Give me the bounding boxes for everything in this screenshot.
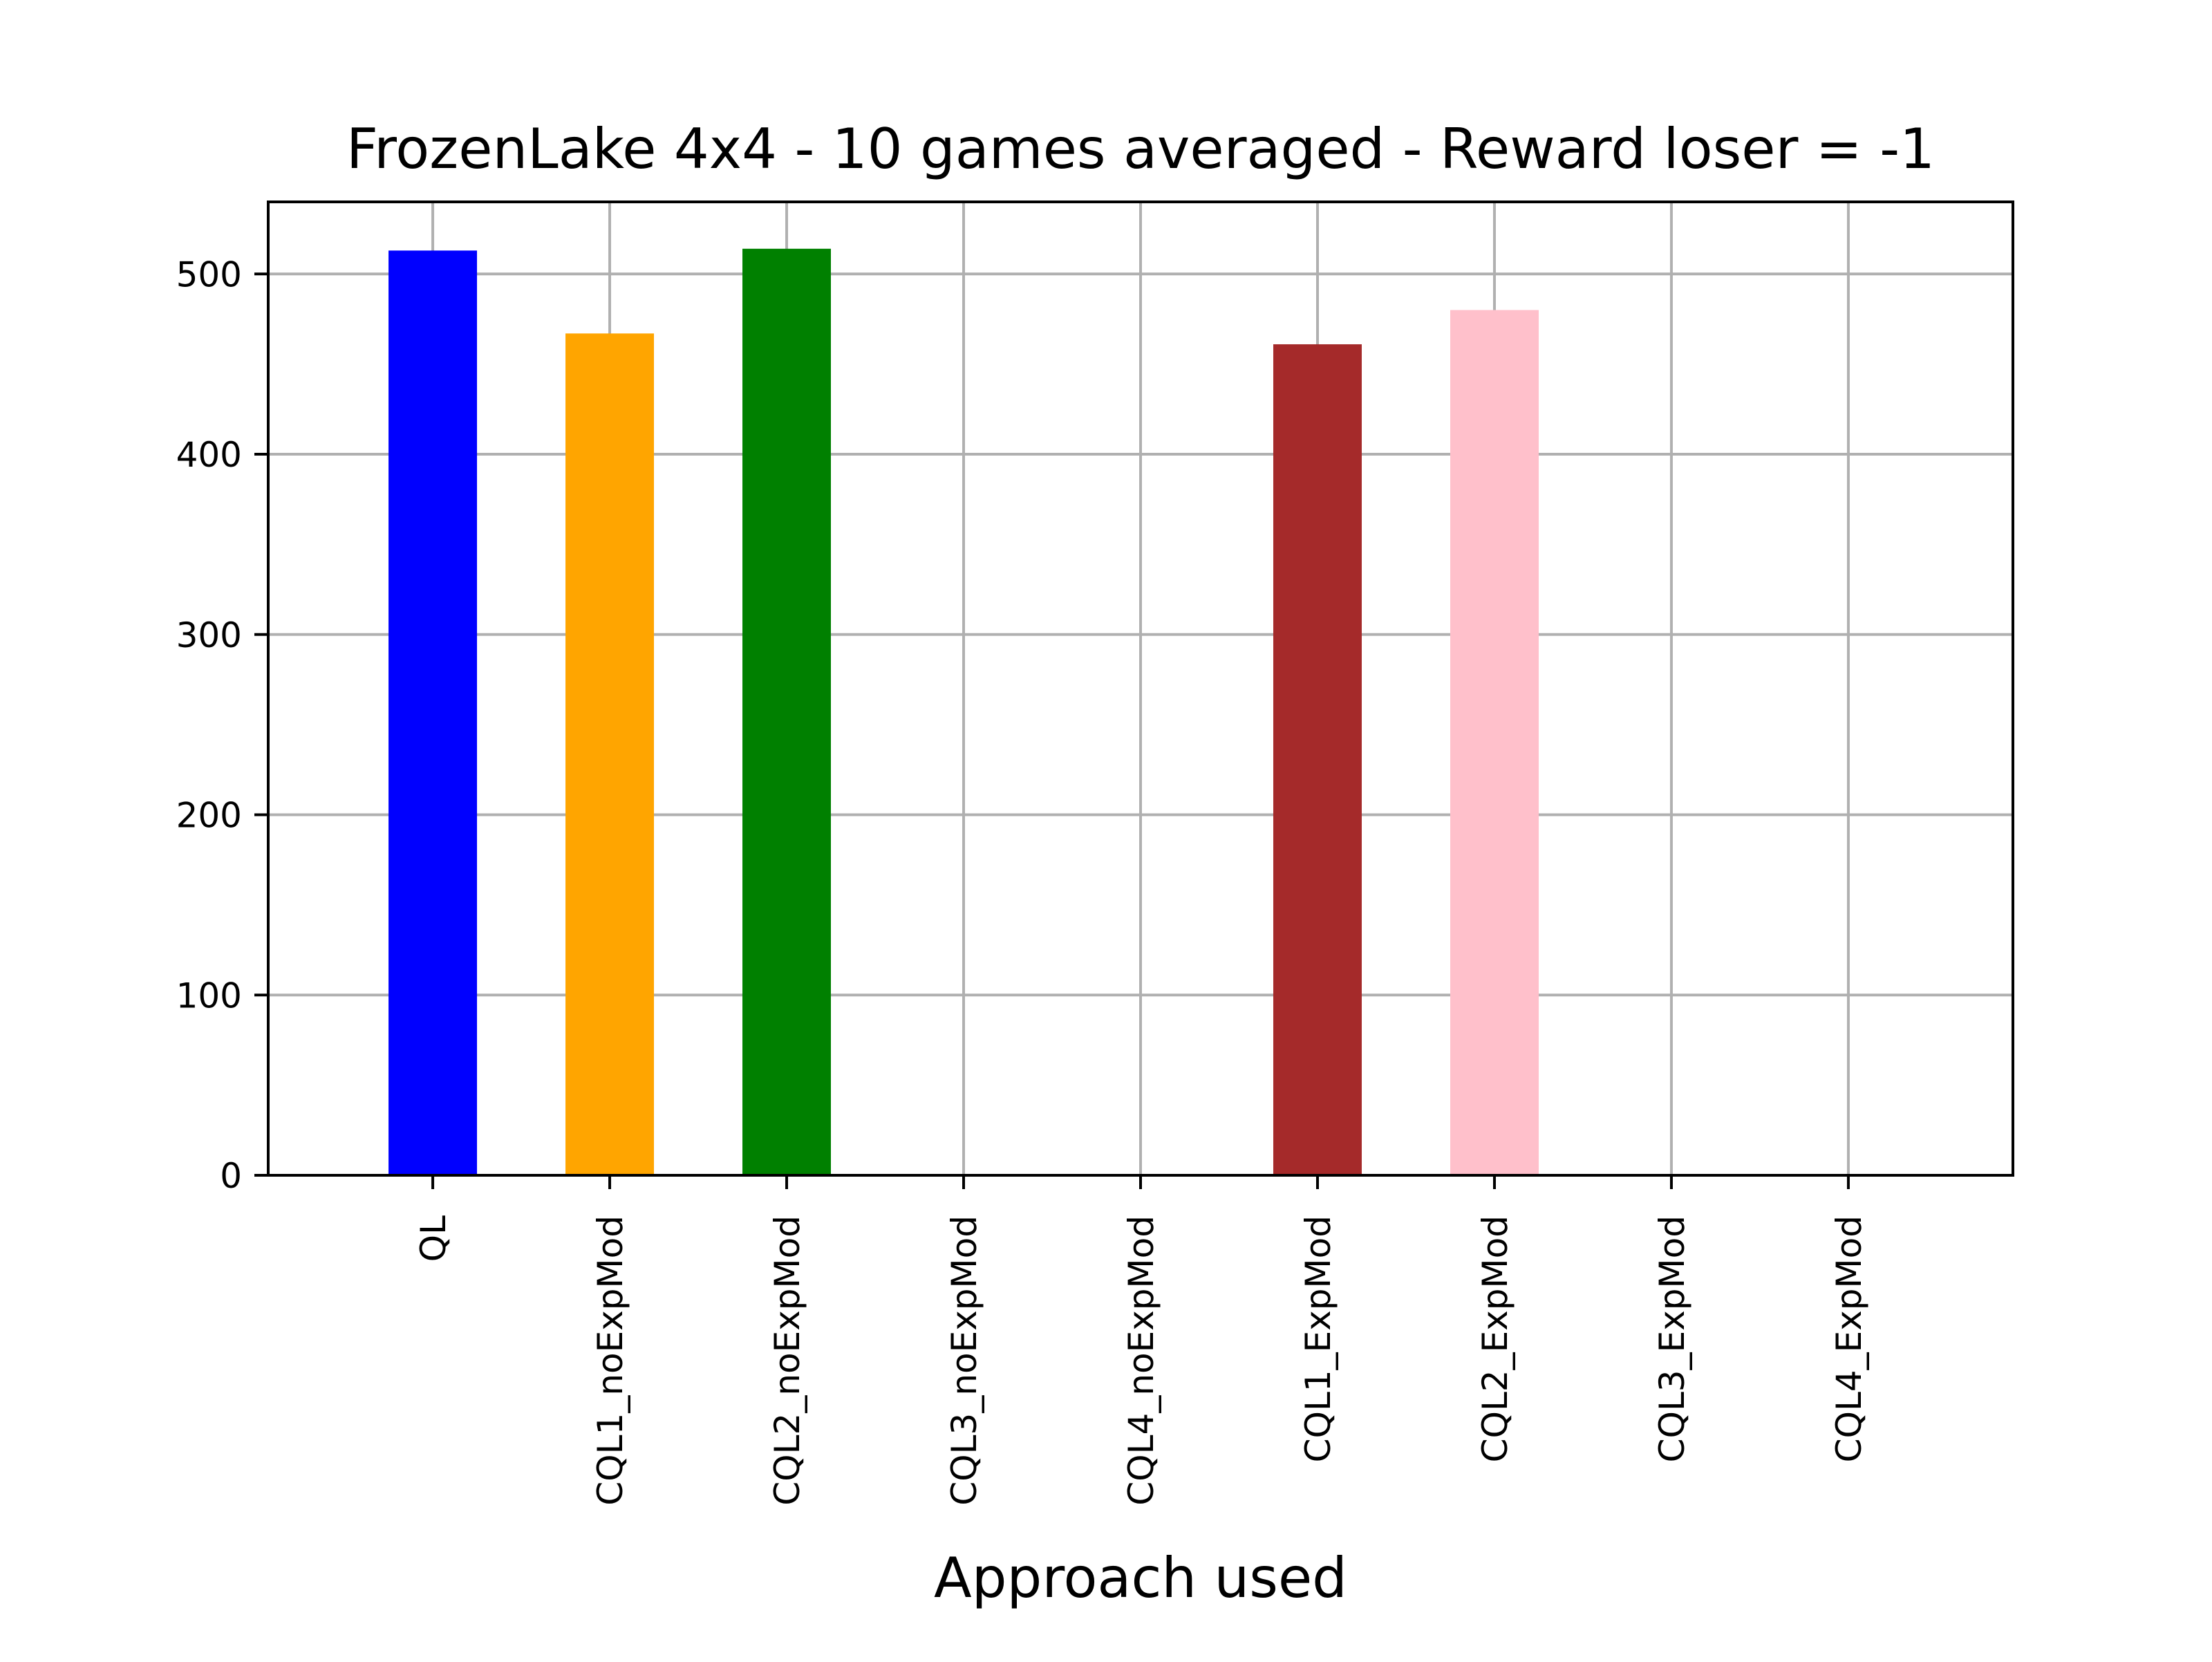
y-tick-label: 300 — [176, 615, 242, 655]
bar-cql2-expmod — [1450, 310, 1539, 1175]
chart-title: FrozenLake 4x4 - 10 games averaged - Rew… — [346, 117, 1935, 181]
bar-ql — [388, 250, 478, 1175]
x-axis-label: Approach used — [934, 1546, 1347, 1610]
y-tick-label: 200 — [176, 796, 242, 836]
x-tick-label: CQL1_ExpMod — [1298, 1215, 1338, 1462]
bar-cql1-noexpmod — [565, 333, 655, 1176]
bar-layer — [388, 248, 1539, 1176]
bar-cql2-noexpmod — [742, 248, 832, 1175]
x-tick-label: CQL4_noExpMod — [1121, 1215, 1161, 1506]
x-tick-label: CQL3_ExpMod — [1652, 1215, 1692, 1462]
y-tick-label: 500 — [176, 254, 242, 295]
x-tick-label: CQL2_ExpMod — [1475, 1215, 1515, 1462]
x-tick-label: QL — [413, 1215, 453, 1262]
y-tick-label: 100 — [176, 975, 242, 1016]
x-tick-label: CQL4_ExpMod — [1829, 1215, 1869, 1462]
plot-frame — [267, 200, 2014, 1177]
tick-layer: QL CQL1_noExpMod CQL2_noExpMod CQL3_noExpMo… — [176, 254, 1869, 1505]
y-tick-label: 0 — [220, 1156, 242, 1196]
y-tick-label: 400 — [176, 435, 242, 475]
x-tick-label: CQL1_noExpMod — [590, 1215, 630, 1506]
x-tick-label: CQL3_noExpMod — [944, 1215, 984, 1506]
bar-cql1-expmod — [1273, 344, 1362, 1175]
grid-layer — [268, 202, 2013, 1177]
x-tick-label: CQL2_noExpMod — [767, 1215, 807, 1506]
